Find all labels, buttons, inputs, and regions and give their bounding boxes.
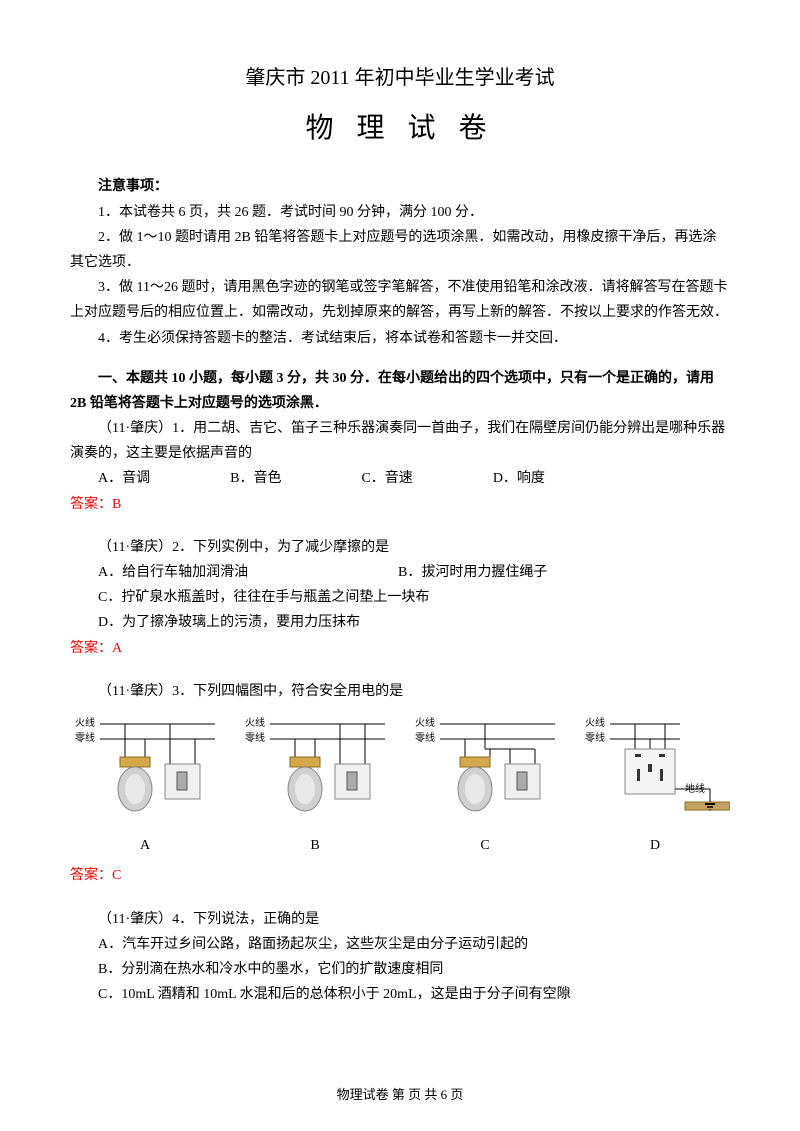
- circuit-diagrams-row: 火线 零线 A 火线 零线: [70, 714, 730, 858]
- notice-item: 2．做 1～10 题时请用 2B 铅笔将答题卡上对应题号的选项涂黑．如需改动，用…: [70, 225, 730, 275]
- q2-option-c: C．拧矿泉水瓶盖时，往往在手与瓶盖之间垫上一块布: [70, 585, 730, 610]
- q2-option-b: B．拔河时用力握住绳子: [398, 560, 547, 585]
- q3-prompt: （11·肇庆）3．下列四幅图中，符合安全用电的是: [70, 679, 730, 704]
- circuit-b-svg: 火线 零线: [240, 714, 390, 824]
- circuit-d: 火线 零线 地线 D: [580, 714, 730, 858]
- circuit-b-label: B: [240, 833, 390, 858]
- circuit-d-label: D: [580, 833, 730, 858]
- circuit-c: 火线 零线 C: [410, 714, 560, 858]
- q2-option-d: D．为了擦净玻璃上的污渍，要用力压抹布: [70, 610, 730, 635]
- q1-option-a: A．音调: [98, 466, 150, 491]
- svg-text:火线: 火线: [585, 716, 605, 729]
- notice-item: 1．本试卷共 6 页，共 26 题．考试时间 90 分钟，满分 100 分．: [70, 200, 730, 225]
- circuit-c-label: C: [410, 833, 560, 858]
- svg-text:零线: 零线: [415, 731, 435, 744]
- exam-title-sub: 物 理 试 卷: [70, 104, 730, 154]
- q1-answer: 答案：B: [70, 492, 730, 517]
- circuit-a: 火线 零线 A: [70, 714, 220, 858]
- notice-header: 注意事项：: [70, 174, 730, 199]
- circuit-a-svg: 火线 零线: [70, 714, 220, 824]
- q1-option-b: B．音色: [230, 466, 281, 491]
- q2-option-a: A．给自行车轴加润滑油: [98, 560, 398, 585]
- circuit-d-svg: 火线 零线 地线: [580, 714, 730, 824]
- svg-text:火线: 火线: [245, 716, 265, 729]
- q1-prompt: （11·肇庆）1．用二胡、吉它、笛子三种乐器演奏同一首曲子，我们在隔壁房间仍能分…: [70, 416, 730, 466]
- q1-options: A．音调 B．音色 C．音速 D．响度: [70, 466, 730, 491]
- circuit-b: 火线 零线 B: [240, 714, 390, 858]
- q3-answer: 答案：C: [70, 863, 730, 888]
- q2-answer: 答案：A: [70, 636, 730, 661]
- svg-text:火线: 火线: [415, 716, 435, 729]
- page-footer: 物理试卷 第 页 共 6 页: [0, 1083, 800, 1106]
- svg-text:零线: 零线: [585, 731, 605, 744]
- svg-text:零线: 零线: [245, 731, 265, 744]
- q4-prompt: （11·肇庆）4．下列说法，正确的是: [70, 907, 730, 932]
- notice-item: 3．做 11～26 题时，请用黑色字迹的钢笔或签字笔解答，不准使用铅笔和涂改液．…: [70, 275, 730, 325]
- exam-title-main: 肇庆市 2011 年初中毕业生学业考试: [70, 60, 730, 96]
- q4-option-c: C．10mL 酒精和 10mL 水混和后的总体积小于 20mL，这是由于分子间有…: [70, 982, 730, 1007]
- q2-row1: A．给自行车轴加润滑油 B．拔河时用力握住绳子: [70, 560, 730, 585]
- notice-item: 4．考生必须保持答题卡的整洁．考试结束后，将本试卷和答题卡一并交回．: [70, 326, 730, 351]
- q1-option-c: C．音速: [361, 466, 412, 491]
- q4-option-a: A．汽车开过乡间公路，路面扬起灰尘，这些灰尘是由分子运动引起的: [70, 932, 730, 957]
- circuit-c-svg: 火线 零线: [410, 714, 560, 824]
- q1-option-d: D．响度: [493, 466, 545, 491]
- q4-option-b: B．分别滴在热水和冷水中的墨水，它们的扩散速度相同: [70, 957, 730, 982]
- section-1-header: 一、本题共 10 小题，每小题 3 分，共 30 分．在每小题给出的四个选项中，…: [70, 366, 730, 416]
- svg-text:零线: 零线: [75, 731, 95, 744]
- q2-prompt: （11·肇庆）2．下列实例中，为了减少摩擦的是: [70, 535, 730, 560]
- circuit-a-label: A: [70, 833, 220, 858]
- svg-text:火线: 火线: [75, 716, 95, 729]
